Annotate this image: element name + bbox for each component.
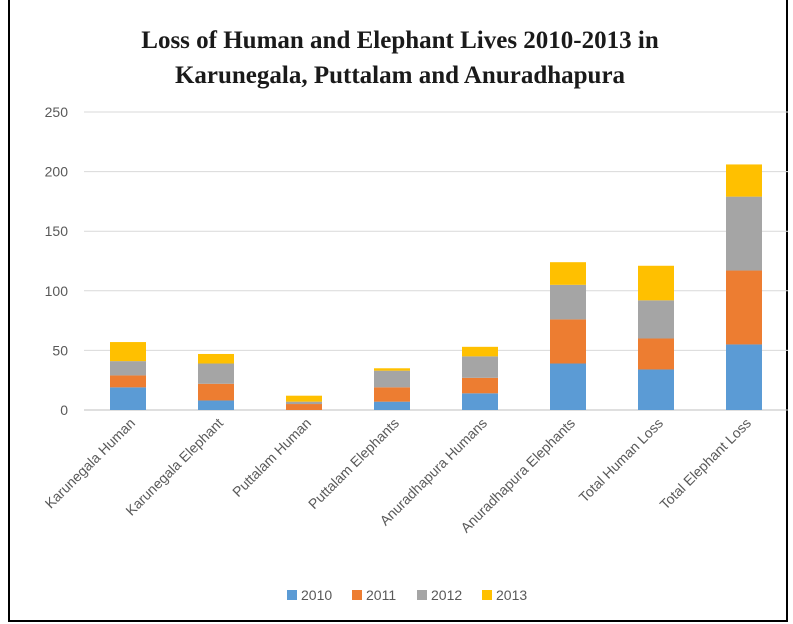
bar-segment	[374, 387, 410, 402]
legend-item: 2013	[482, 587, 527, 603]
bar-segment	[198, 353, 234, 364]
legend-swatch	[287, 590, 297, 600]
bar-segment	[726, 344, 762, 410]
y-tick-label: 150	[45, 223, 69, 239]
bars	[110, 164, 762, 410]
gridlines	[84, 111, 788, 411]
legend-label: 2010	[301, 587, 332, 603]
bar-segment	[638, 265, 674, 301]
bar-segment	[286, 395, 322, 402]
bar-segment	[638, 338, 674, 370]
x-tick-label: Total Human Loss	[576, 415, 667, 506]
bar-segment	[550, 363, 586, 410]
bar-segment	[462, 346, 498, 357]
bar-segment	[374, 370, 410, 388]
bar-segment	[550, 284, 586, 320]
bar-segment	[198, 383, 234, 401]
bar-segment	[110, 387, 146, 410]
y-tick-label: 100	[45, 283, 69, 299]
chart-title-line-2: Karunegala, Puttalam and Anuradhapura	[175, 62, 626, 89]
bar-segment	[726, 164, 762, 197]
bar-segment	[198, 363, 234, 384]
legend-swatch	[482, 590, 492, 600]
legend-label: 2012	[431, 587, 462, 603]
legend: 2010 2011 2012 2013	[287, 587, 527, 603]
legend-swatch	[352, 590, 362, 600]
legend-item: 2010	[287, 587, 332, 603]
bar-segment	[110, 361, 146, 376]
chart-title-line-1: Loss of Human and Elephant Lives 2010-20…	[141, 27, 659, 54]
y-tick-label: 50	[52, 342, 68, 358]
legend-item: 2012	[417, 587, 462, 603]
bar-segment	[374, 401, 410, 410]
legend-item: 2011	[352, 587, 396, 603]
bar-segment	[638, 300, 674, 339]
x-tick-label: Puttalam Human	[229, 415, 314, 500]
bar-segment	[462, 393, 498, 410]
bar-segment	[286, 401, 322, 405]
y-tick-label: 250	[45, 104, 69, 120]
bar-segment	[726, 196, 762, 271]
bar-segment	[110, 342, 146, 362]
bar-segment	[550, 262, 586, 285]
bar-segment	[286, 404, 322, 410]
x-tick-label: Karunegala Human	[42, 415, 139, 512]
legend-label: 2011	[366, 587, 396, 603]
y-tick-label: 200	[45, 164, 69, 180]
bar-segment	[110, 375, 146, 388]
bar-segment	[550, 319, 586, 364]
bar-segment	[638, 369, 674, 410]
bar-segment	[726, 270, 762, 345]
bar-segment	[198, 400, 234, 410]
bar-segment	[462, 356, 498, 378]
x-tick-label: Total Elephant Loss	[656, 415, 754, 513]
bar-segment	[374, 368, 410, 371]
x-tick-label: Puttalam Elephants	[305, 415, 402, 512]
y-axis-ticks: 0 50 100 150 200 250	[45, 104, 69, 418]
bar-segment	[462, 377, 498, 394]
x-tick-label: Karunegala Elephant	[122, 415, 226, 519]
y-tick-label: 0	[60, 402, 68, 418]
legend-label: 2013	[496, 587, 527, 603]
legend-swatch	[417, 590, 427, 600]
